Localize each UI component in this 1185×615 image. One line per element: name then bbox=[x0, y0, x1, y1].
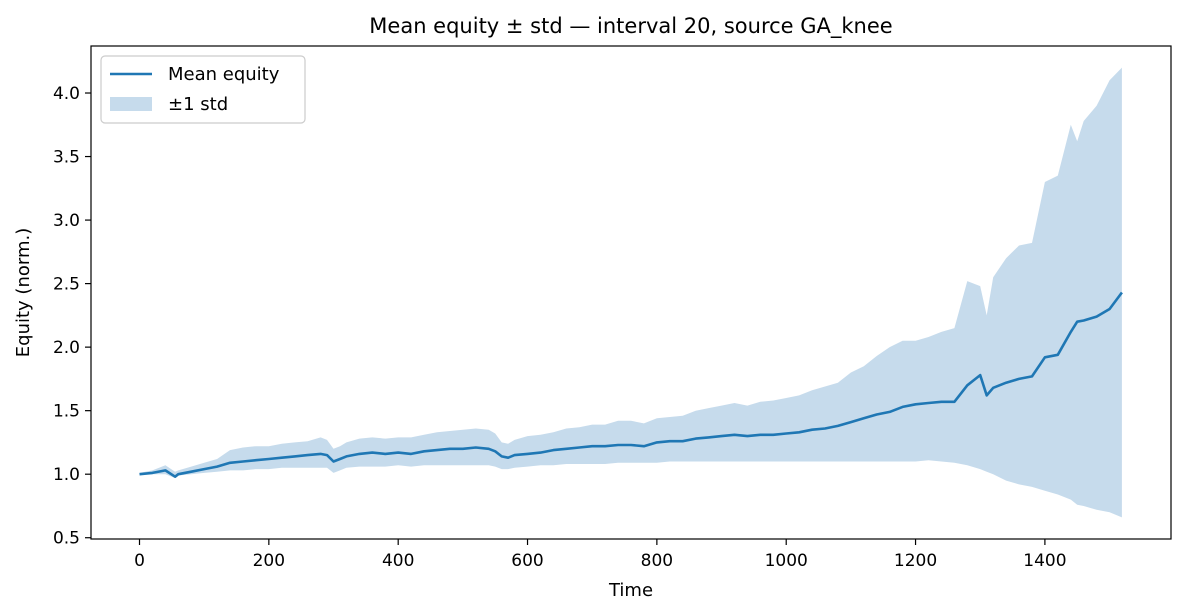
y-tick-label: 1.0 bbox=[53, 465, 80, 485]
y-tick-label: 4.0 bbox=[53, 84, 80, 104]
x-axis-title: Time bbox=[608, 580, 653, 601]
chart-title: Mean equity ± std — interval 20, source … bbox=[369, 14, 892, 39]
legend-label-std: ±1 std bbox=[168, 94, 228, 115]
x-tick-label: 200 bbox=[253, 551, 285, 571]
legend-swatch-std bbox=[110, 97, 152, 111]
axes-frame bbox=[90, 45, 1172, 540]
x-tick-label: 1400 bbox=[1023, 551, 1066, 571]
legend: Mean equity ±1 std bbox=[100, 55, 306, 124]
axes: 0 200 400 600 800 1000 1200 1400 0.5 1.0 1.5 2.0 2.5… bbox=[53, 45, 1172, 571]
y-tick-label: 2.5 bbox=[53, 275, 80, 295]
x-tick-label: 0 bbox=[134, 551, 145, 571]
y-tick-label: 3.5 bbox=[53, 148, 80, 168]
x-tick-label: 800 bbox=[641, 551, 673, 571]
x-tick-label: 1000 bbox=[765, 551, 808, 571]
y-tick-label: 1.5 bbox=[53, 402, 80, 422]
x-tick-label: 400 bbox=[382, 551, 414, 571]
y-tick-label: 3.0 bbox=[53, 211, 80, 231]
y-tick-label: 2.0 bbox=[53, 338, 80, 358]
plot-area bbox=[139, 67, 1123, 518]
mean-equity-line bbox=[139, 291, 1123, 478]
x-tick-label: 1200 bbox=[894, 551, 937, 571]
x-tick-label: 600 bbox=[511, 551, 543, 571]
y-axis-title: Equity (norm.) bbox=[13, 228, 34, 357]
y-tick-label: 0.5 bbox=[53, 529, 80, 549]
legend-label-mean: Mean equity bbox=[168, 64, 280, 85]
std-band bbox=[139, 67, 1122, 518]
